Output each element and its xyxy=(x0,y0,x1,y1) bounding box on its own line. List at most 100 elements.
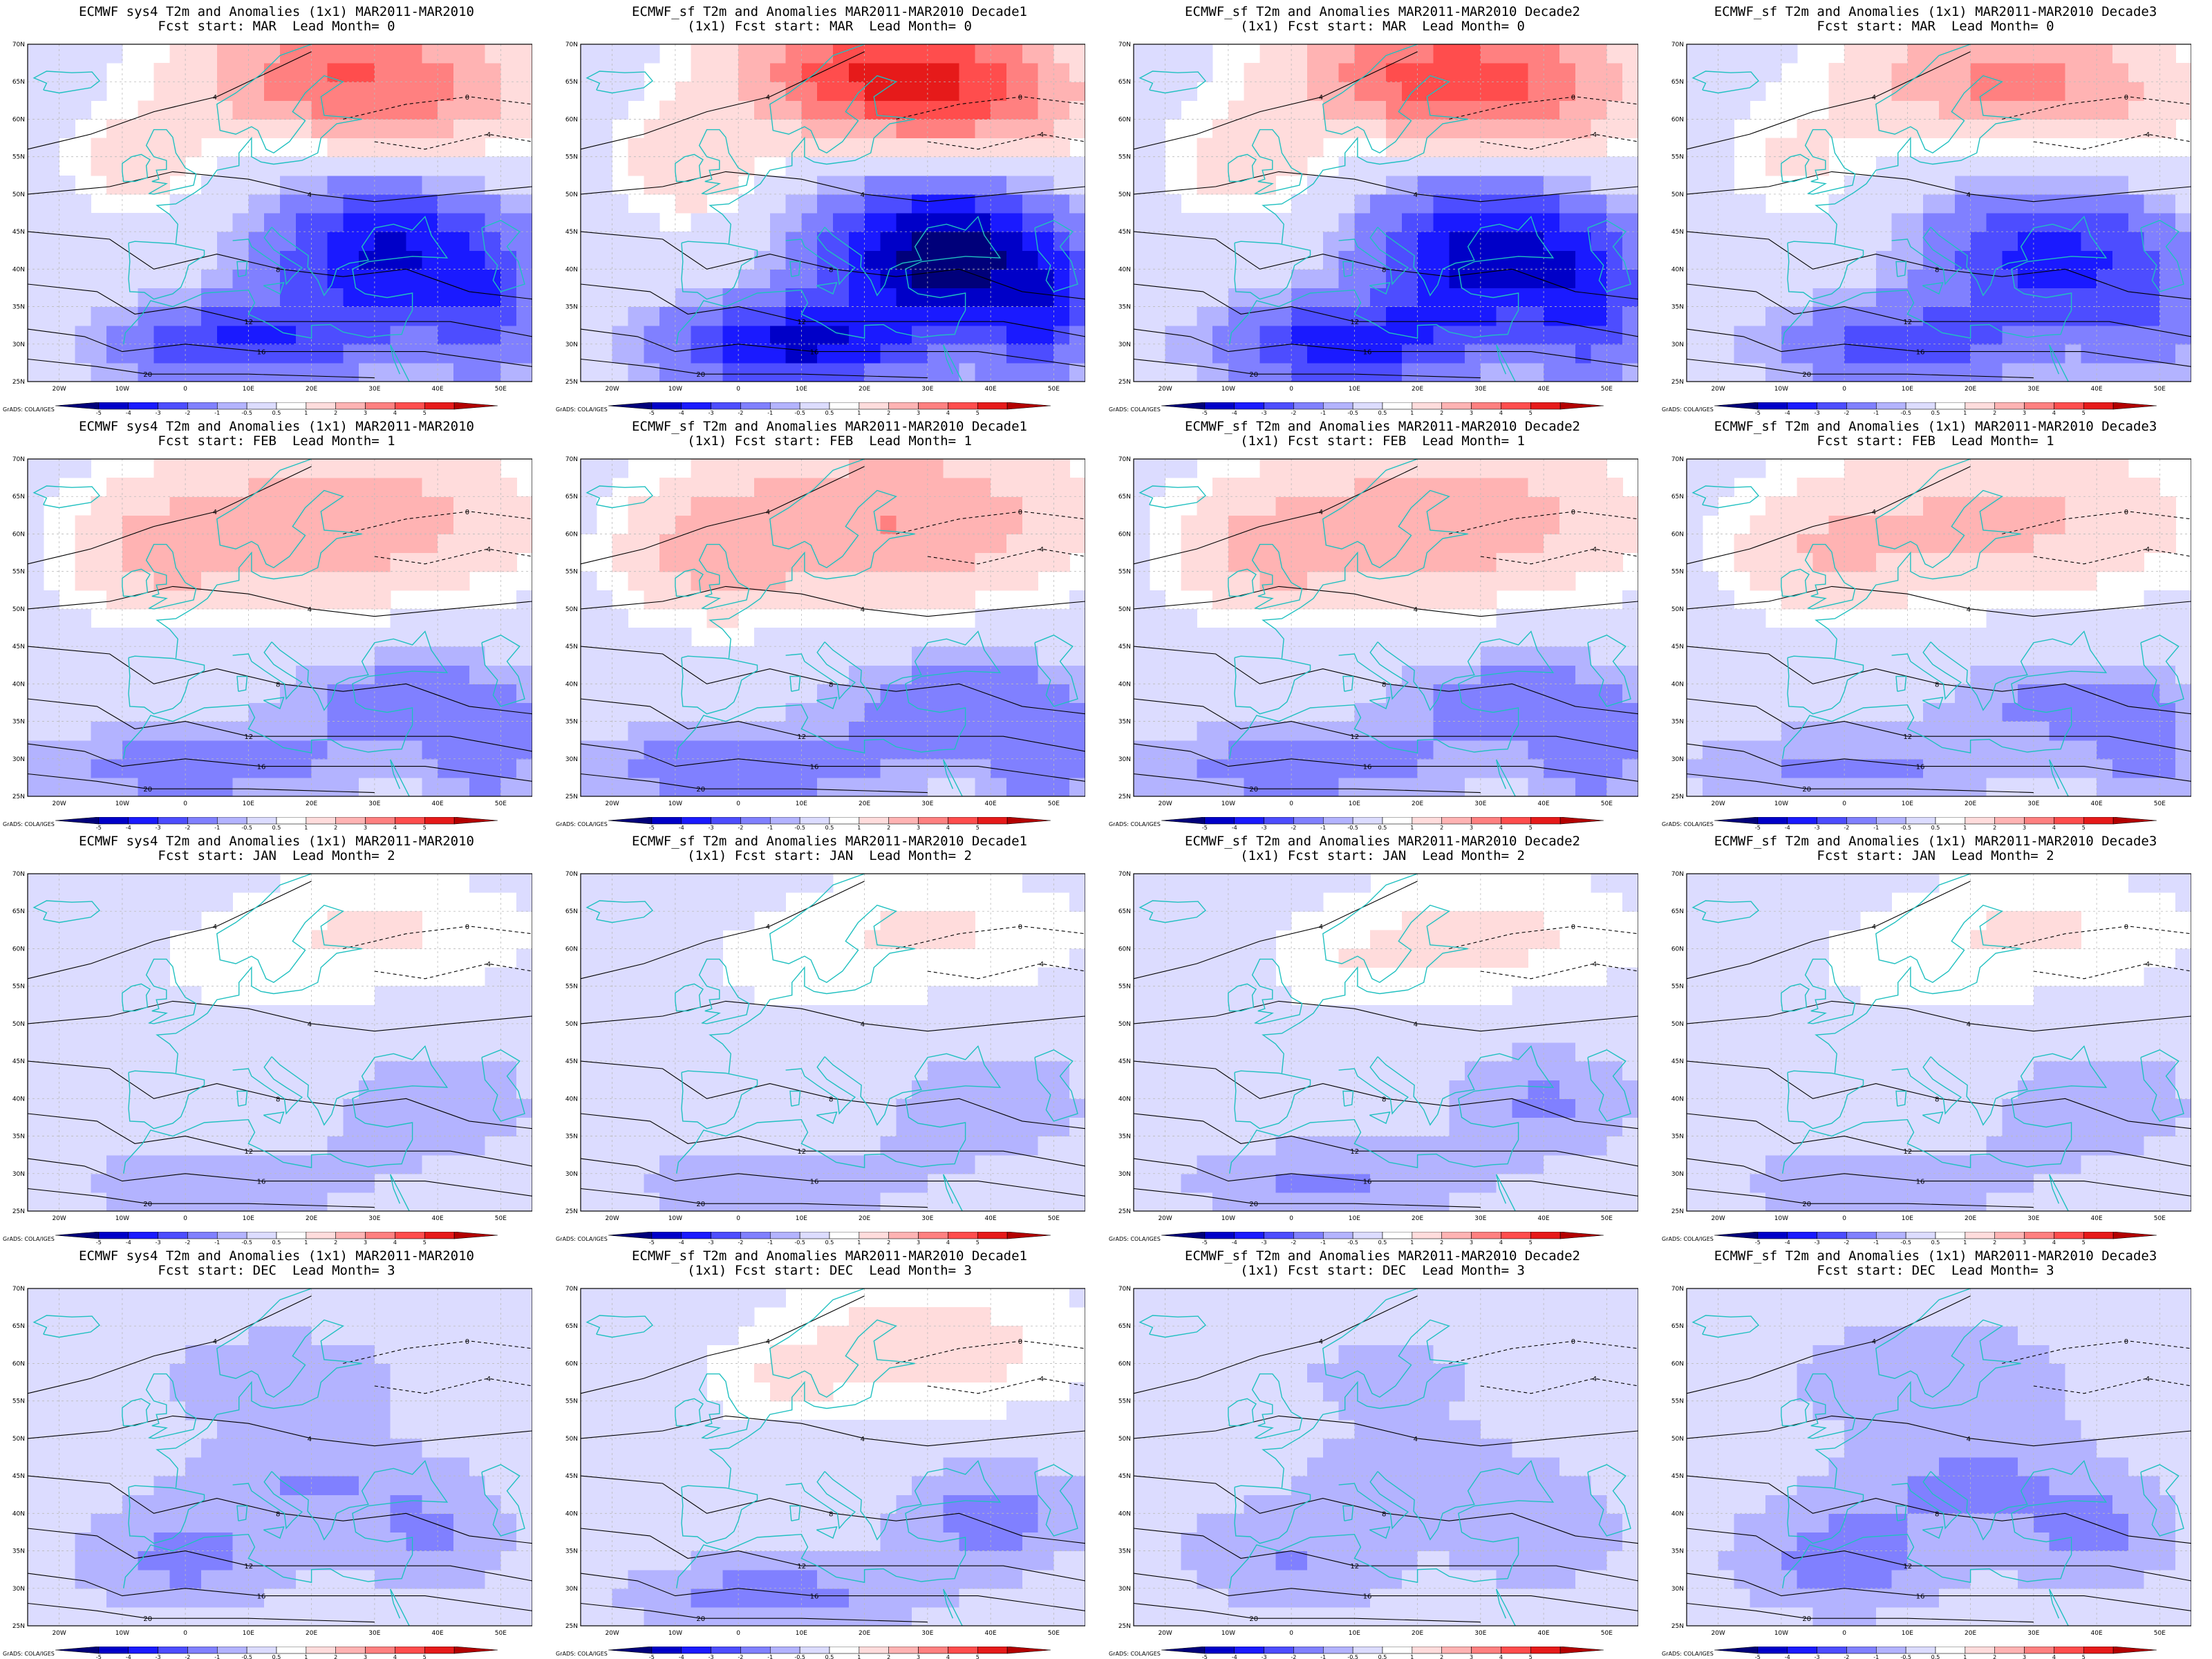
svg-text:8: 8 xyxy=(829,266,833,274)
lon-label: 10W xyxy=(1774,386,1788,393)
colorbar-label: -5 xyxy=(96,1654,102,1659)
svg-text:-4: -4 xyxy=(484,131,491,139)
lon-label: 10E xyxy=(796,1630,807,1637)
lat-label: 65N xyxy=(565,1323,578,1330)
lat-label: 35N xyxy=(1118,304,1131,311)
colorbar-label: 4 xyxy=(946,1239,950,1244)
lat-label: 60N xyxy=(12,1360,25,1367)
lon-label: 20E xyxy=(306,1215,317,1222)
svg-text:20: 20 xyxy=(1802,371,1811,379)
lat-label: 65N xyxy=(565,908,578,915)
lon-label: 30E xyxy=(2027,1630,2039,1637)
map-frame xyxy=(1686,458,2191,797)
lat-label: 50N xyxy=(1671,1021,1684,1028)
colorbar-label: -1 xyxy=(214,410,220,415)
map-panel: ECMWF sys4 T2m and Anomalies (1x1) MAR20… xyxy=(0,830,553,1244)
anomaly-map: 4481216200-470N65N60N55N50N45N40N35N30N2… xyxy=(12,1286,532,1637)
lat-label: 55N xyxy=(1118,1398,1131,1405)
lon-label: 50E xyxy=(2154,386,2166,393)
panel-title: ECMWF_sf T2m and Anomalies MAR2011-MAR20… xyxy=(632,834,1027,849)
lat-label: 30N xyxy=(12,756,25,763)
lat-label: 45N xyxy=(1118,1473,1131,1480)
colorbar-label: 2 xyxy=(887,1239,890,1244)
panel-title: ECMWF sys4 T2m and Anomalies (1x1) MAR20… xyxy=(79,834,474,849)
lon-label: 40E xyxy=(2091,386,2103,393)
lat-label: 65N xyxy=(1118,908,1131,915)
lon-label: 10E xyxy=(796,386,807,393)
lat-label: 30N xyxy=(565,341,578,348)
colorbar-label: 4 xyxy=(946,825,950,830)
colorbar: -5 -4 -3 -2 -1 -0.5 0.5 1 2 3 4 5 xyxy=(1161,1232,1604,1244)
colorbar-label: 3 xyxy=(364,825,367,830)
grads-credit: GrADS: COLA/IGES xyxy=(556,821,608,827)
lon-label: 0 xyxy=(1289,1630,1293,1637)
lon-label: 0 xyxy=(736,800,740,807)
panel-title: ECMWF_sf T2m and Anomalies MAR2011-MAR20… xyxy=(632,4,1027,19)
colorbar-label: -5 xyxy=(1755,1654,1761,1659)
colorbar-label: 1 xyxy=(857,825,861,830)
colorbar-label: -2 xyxy=(1844,410,1849,415)
map-frame xyxy=(580,44,1085,382)
svg-text:20: 20 xyxy=(696,371,705,379)
colorbar-label: 1 xyxy=(304,1239,308,1244)
anomaly-map: 4481216200-470N65N60N55N50N45N40N35N30N2… xyxy=(12,41,532,393)
colorbar-label: -0.5 xyxy=(1900,1239,1911,1244)
colorbar-label: 5 xyxy=(976,1239,980,1244)
svg-text:4: 4 xyxy=(1319,94,1323,102)
panel-subtitle: (1x1) Fcst start: MAR Lead Month= 0 xyxy=(687,19,972,34)
svg-text:20: 20 xyxy=(1249,371,1258,379)
colorbar-label: 2 xyxy=(334,410,337,415)
colorbar-label: 5 xyxy=(1529,825,1533,830)
lon-label: 20W xyxy=(1158,386,1172,393)
coastlines xyxy=(1691,458,2184,797)
colorbar-label: -0.5 xyxy=(794,1239,805,1244)
colorbar-label: 2 xyxy=(1440,825,1443,830)
lat-label: 25N xyxy=(12,1208,25,1215)
svg-text:16: 16 xyxy=(1363,349,1372,357)
lat-label: 70N xyxy=(565,41,578,48)
lat-label: 45N xyxy=(12,229,25,236)
lat-label: 55N xyxy=(565,569,578,576)
coastlines xyxy=(585,458,1078,797)
lat-label: 25N xyxy=(1118,1208,1131,1215)
lon-label: 10W xyxy=(668,386,682,393)
lon-label: 0 xyxy=(1842,800,1846,807)
colorbar-label: -0.5 xyxy=(794,825,805,830)
colorbar-label: -5 xyxy=(1202,825,1208,830)
colorbar-label: 0.5 xyxy=(1378,410,1387,415)
panel-subtitle: (1x1) Fcst start: JAN Lead Month= 2 xyxy=(1240,848,1525,863)
svg-text:-4: -4 xyxy=(1037,131,1044,139)
grads-credit: GrADS: COLA/IGES xyxy=(556,1236,608,1242)
lat-label: 65N xyxy=(12,908,25,915)
lat-label: 50N xyxy=(12,191,25,198)
svg-text:12: 12 xyxy=(797,319,806,326)
colorbar-label: -1 xyxy=(1320,410,1326,415)
lat-label: 55N xyxy=(565,1398,578,1405)
anomaly-field xyxy=(1687,44,2191,382)
lat-label: 50N xyxy=(1671,1436,1684,1443)
map-panel: ECMWF_sf T2m and Anomalies MAR2011-MAR20… xyxy=(1106,0,1659,415)
svg-text:4: 4 xyxy=(1414,191,1418,199)
lon-label: 50E xyxy=(2154,1215,2166,1222)
map-panel: ECMWF_sf T2m and Anomalies MAR2011-MAR20… xyxy=(553,830,1106,1244)
lat-label: 45N xyxy=(1118,229,1131,236)
grads-credit: GrADS: COLA/IGES xyxy=(3,821,55,827)
colorbar-label: -5 xyxy=(1755,825,1761,830)
colorbar: -5 -4 -3 -2 -1 -0.5 0.5 1 2 3 4 5 xyxy=(608,817,1051,830)
lat-label: 50N xyxy=(1118,606,1131,613)
panel-subtitle: (1x1) Fcst start: DEC Lead Month= 3 xyxy=(1240,1263,1525,1278)
lat-label: 45N xyxy=(12,1473,25,1480)
lat-label: 40N xyxy=(565,1096,578,1103)
lat-lon-grid xyxy=(28,874,532,1211)
colorbar-label: -3 xyxy=(709,1654,714,1659)
anomaly-map: 4481216200-470N65N60N55N50N45N40N35N30N2… xyxy=(1118,871,1638,1222)
lat-label: 25N xyxy=(1671,794,1684,800)
colorbar-label: 0.5 xyxy=(825,410,834,415)
lat-label: 65N xyxy=(565,494,578,500)
colorbar-label: -1 xyxy=(214,825,220,830)
lon-label: 10E xyxy=(1902,386,1913,393)
